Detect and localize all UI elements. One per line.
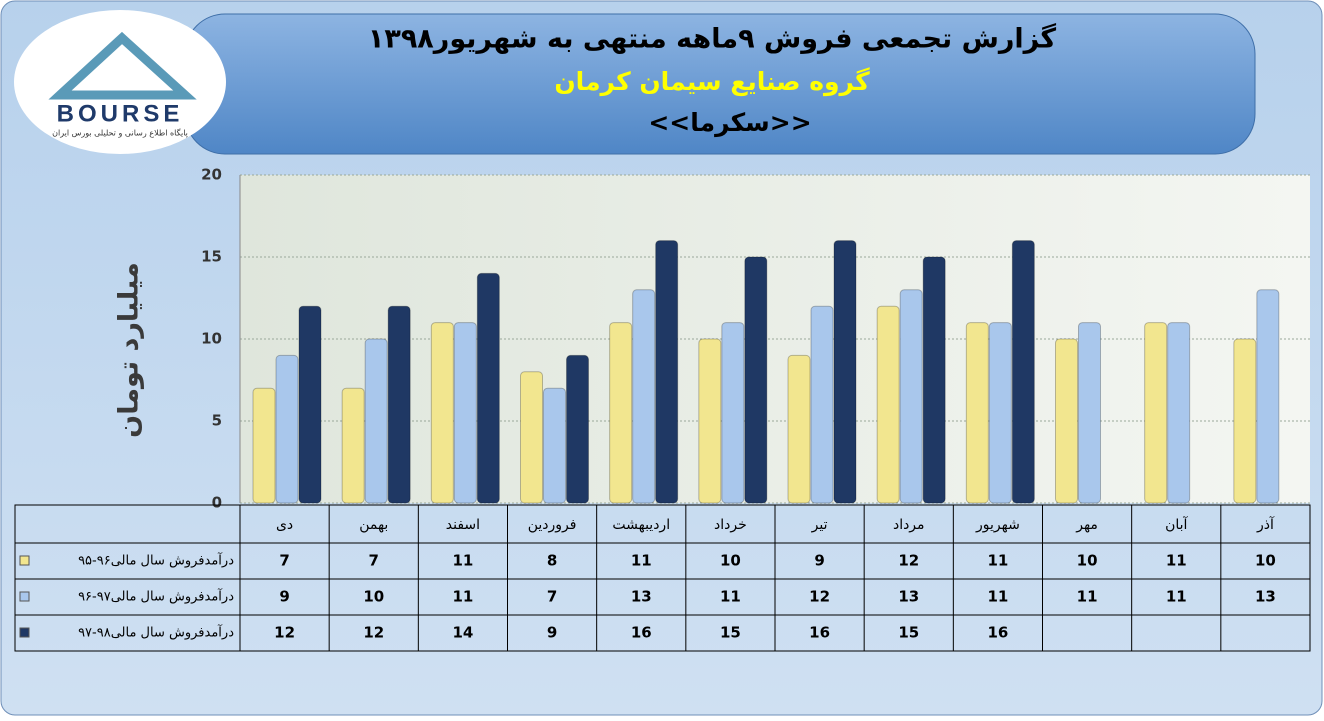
symbol: <<سکرما>> — [648, 108, 811, 138]
plot-area — [240, 175, 1310, 503]
category-label: خرداد — [714, 517, 747, 533]
category-label: اردیبهشت — [612, 517, 670, 533]
table-value: 13 — [898, 588, 919, 606]
bar — [566, 354, 589, 504]
y-tick-label: 15 — [201, 248, 222, 266]
bar — [543, 387, 566, 504]
table-value: 10 — [720, 552, 741, 570]
bar — [632, 289, 656, 504]
bar — [744, 256, 768, 504]
bar — [1256, 289, 1280, 504]
legend-label: درآمدفروش سال مالی۹۸-۹۷ — [78, 624, 234, 641]
legend-swatch — [19, 555, 30, 566]
table-value: 16 — [631, 624, 652, 642]
bar — [787, 354, 811, 504]
table-value: 11 — [720, 588, 741, 606]
bar — [833, 240, 857, 504]
bar — [721, 322, 745, 504]
table-value: 11 — [987, 588, 1008, 606]
bar — [476, 272, 500, 504]
table-value: 13 — [1255, 588, 1276, 606]
table-value: 11 — [631, 552, 652, 570]
bar — [899, 289, 923, 504]
category-label: دی — [276, 517, 293, 533]
bar — [252, 387, 276, 504]
title: گزارش تجمعی فروش ۹ماهه منتهی به شهریور۱۳… — [368, 23, 1057, 55]
table-value: 16 — [809, 624, 830, 642]
category-label: بهمن — [359, 517, 388, 533]
bar — [275, 354, 299, 504]
y-tick-label: 20 — [201, 166, 222, 184]
table-value: 12 — [898, 552, 919, 570]
category-label: اسفند — [446, 517, 480, 533]
bar — [810, 305, 834, 504]
bar — [1233, 338, 1257, 504]
bar — [655, 240, 679, 504]
logo-text: BOURSE — [57, 100, 184, 127]
table-value: 7 — [369, 552, 379, 570]
bar — [298, 305, 322, 504]
table-value: 9 — [279, 588, 289, 606]
bar — [341, 387, 365, 504]
bar — [520, 371, 543, 504]
bar — [922, 256, 946, 504]
bar — [1144, 322, 1168, 504]
legend-swatch — [19, 627, 30, 638]
table-value: 10 — [363, 588, 384, 606]
table-value: 10 — [1077, 552, 1098, 570]
table-value: 11 — [452, 552, 473, 570]
logo-subtitle: پایگاه اطلاع رسانی و تحلیلی بورس ایران — [52, 128, 188, 138]
table-value: 11 — [1166, 552, 1187, 570]
table-value: 15 — [720, 624, 741, 642]
table-value: 14 — [452, 624, 473, 642]
bar — [364, 338, 388, 504]
table-value: 8 — [547, 552, 557, 570]
table-value: 10 — [1255, 552, 1276, 570]
logo-shape — [48, 31, 197, 100]
table-value: 11 — [1077, 588, 1098, 606]
y-tick-label: 5 — [212, 412, 222, 430]
category-label: آذر — [1256, 516, 1275, 533]
bar — [609, 322, 633, 504]
table-value: 15 — [898, 624, 919, 642]
bar — [876, 305, 900, 504]
category-label: مرداد — [893, 517, 925, 533]
bar — [1011, 240, 1035, 504]
logo-bg — [14, 10, 226, 154]
table-value: 12 — [274, 624, 295, 642]
y-tick-label: 0 — [212, 494, 222, 512]
category-label: فروردین — [528, 517, 577, 533]
bar — [1167, 322, 1191, 504]
bar — [430, 322, 454, 504]
y-tick-label: 10 — [201, 330, 222, 348]
table-value: 12 — [809, 588, 830, 606]
category-label: آبان — [1165, 516, 1188, 533]
table-value: 7 — [279, 552, 289, 570]
table-value: 11 — [987, 552, 1008, 570]
legend-label: درآمدفروش سال مالی۹۶-۹۵ — [78, 552, 234, 569]
bar — [1055, 338, 1078, 504]
bar — [965, 322, 989, 504]
table-value: 9 — [547, 624, 557, 642]
table-value: 9 — [814, 552, 824, 570]
bar — [988, 322, 1012, 504]
table-value: 13 — [631, 588, 652, 606]
category-label: شهریور — [975, 517, 1020, 533]
bar — [387, 305, 411, 504]
legend-swatch — [19, 591, 30, 602]
subtitle: گروه صنایع سیمان کرمان — [554, 67, 870, 97]
bar — [453, 322, 477, 504]
legend-label: درآمدفروش سال مالی۹۷-۹۶ — [78, 588, 234, 605]
table-value: 12 — [363, 624, 384, 642]
table-value: 11 — [1166, 588, 1187, 606]
bar — [1078, 322, 1101, 504]
table-value: 16 — [987, 624, 1008, 642]
category-label: مهر — [1075, 517, 1098, 533]
table-value: 11 — [452, 588, 473, 606]
y-axis-label: میلیارد تومان — [114, 262, 145, 438]
table-value: 7 — [547, 588, 557, 606]
category-label: تیر — [811, 517, 828, 533]
bar — [698, 338, 722, 504]
